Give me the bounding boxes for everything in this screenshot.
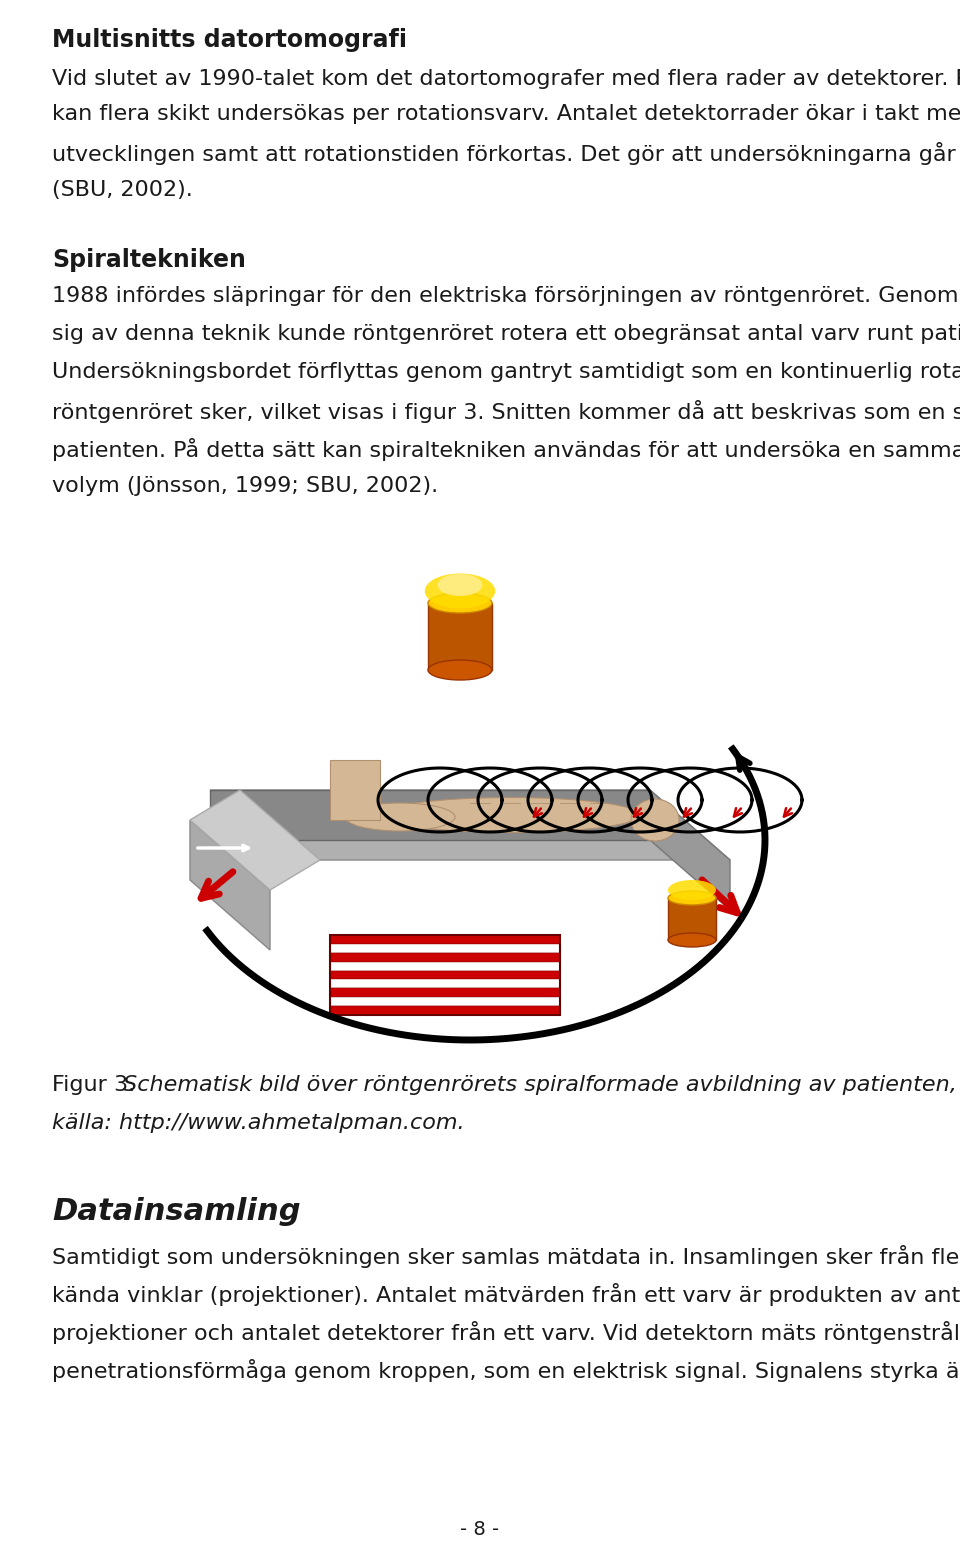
Bar bbox=[428, 603, 492, 670]
Polygon shape bbox=[190, 819, 270, 950]
Text: röntgenröret sker, vilket visas i figur 3. Snitten kommer då att beskrivas som e: röntgenröret sker, vilket visas i figur … bbox=[52, 400, 960, 423]
Text: (SBU, 2002).: (SBU, 2002). bbox=[52, 181, 193, 201]
Bar bbox=[330, 961, 560, 971]
Bar bbox=[330, 935, 560, 1015]
Ellipse shape bbox=[424, 574, 495, 608]
Text: utvecklingen samt att rotationstiden förkortas. Det gör att undersökningarna går: utvecklingen samt att rotationstiden för… bbox=[52, 142, 960, 165]
Text: Vid slutet av 1990-talet kom det datortomografer med flera rader av detektorer. : Vid slutet av 1990-talet kom det datorto… bbox=[52, 66, 960, 89]
Text: Multisnitts datortomografi: Multisnitts datortomografi bbox=[52, 28, 407, 52]
Text: sig av denna teknik kunde röntgenröret rotera ett obegränsat antal varv runt pat: sig av denna teknik kunde röntgenröret r… bbox=[52, 324, 960, 344]
Ellipse shape bbox=[380, 798, 640, 833]
Bar bbox=[668, 898, 716, 940]
Polygon shape bbox=[190, 790, 320, 890]
Text: Undersökningsbordet förflyttas genom gantryt samtidigt som en kontinuerlig rotat: Undersökningsbordet förflyttas genom gan… bbox=[52, 363, 960, 383]
Polygon shape bbox=[650, 790, 730, 910]
Ellipse shape bbox=[345, 802, 455, 832]
Ellipse shape bbox=[668, 934, 716, 947]
Ellipse shape bbox=[631, 799, 679, 841]
Bar bbox=[330, 989, 560, 997]
Bar bbox=[330, 980, 560, 989]
Text: Samtidigt som undersökningen sker samlas mätdata in. Insamlingen sker från flera: Samtidigt som undersökningen sker samlas… bbox=[52, 1245, 960, 1268]
Text: kända vinklar (projektioner). Antalet mätvärden från ett varv är produkten av an: kända vinklar (projektioner). Antalet mä… bbox=[52, 1282, 960, 1305]
Text: volym (Jönsson, 1999; SBU, 2002).: volym (Jönsson, 1999; SBU, 2002). bbox=[52, 475, 438, 495]
Ellipse shape bbox=[668, 890, 716, 906]
Ellipse shape bbox=[428, 660, 492, 680]
Text: penetrationsförmåga genom kroppen, som en elektrisk signal. Signalens styrka är : penetrationsförmåga genom kroppen, som e… bbox=[52, 1358, 960, 1381]
Text: patienten. På detta sätt kan spiraltekniken användas för att undersöka en samman: patienten. På detta sätt kan spiraltekni… bbox=[52, 438, 960, 461]
Text: Schematisk bild över röntgenrörets spiralformade avbildning av patienten,: Schematisk bild över röntgenrörets spira… bbox=[116, 1075, 957, 1096]
Text: Spiraltekniken: Spiraltekniken bbox=[52, 248, 246, 272]
Bar bbox=[330, 944, 560, 952]
Bar bbox=[330, 761, 380, 819]
Ellipse shape bbox=[438, 574, 482, 596]
Ellipse shape bbox=[428, 593, 492, 613]
Text: projektioner och antalet detektorer från ett varv. Vid detektorn mäts röntgenstr: projektioner och antalet detektorer från… bbox=[52, 1321, 960, 1344]
Text: kan flera skikt undersökas per rotationsvarv. Antalet detektorrader ökar i takt : kan flera skikt undersökas per rotations… bbox=[52, 103, 960, 123]
Bar bbox=[330, 935, 560, 944]
Bar bbox=[175, 576, 800, 1060]
Bar bbox=[330, 1006, 560, 1015]
Text: Datainsamling: Datainsamling bbox=[52, 1197, 300, 1225]
Text: källa: http://www.ahmetalpman.com.: källa: http://www.ahmetalpman.com. bbox=[52, 1113, 465, 1133]
Text: - 8 -: - 8 - bbox=[461, 1520, 499, 1538]
Text: Figur 3.: Figur 3. bbox=[52, 1075, 135, 1096]
Polygon shape bbox=[210, 790, 650, 839]
Ellipse shape bbox=[668, 880, 716, 900]
Bar bbox=[330, 971, 560, 980]
Polygon shape bbox=[210, 790, 730, 859]
Text: 1988 infördes släpringar för den elektriska försörjningen av röntgenröret. Genom: 1988 infördes släpringar för den elektri… bbox=[52, 285, 960, 306]
Bar bbox=[330, 952, 560, 961]
Bar bbox=[330, 997, 560, 1006]
